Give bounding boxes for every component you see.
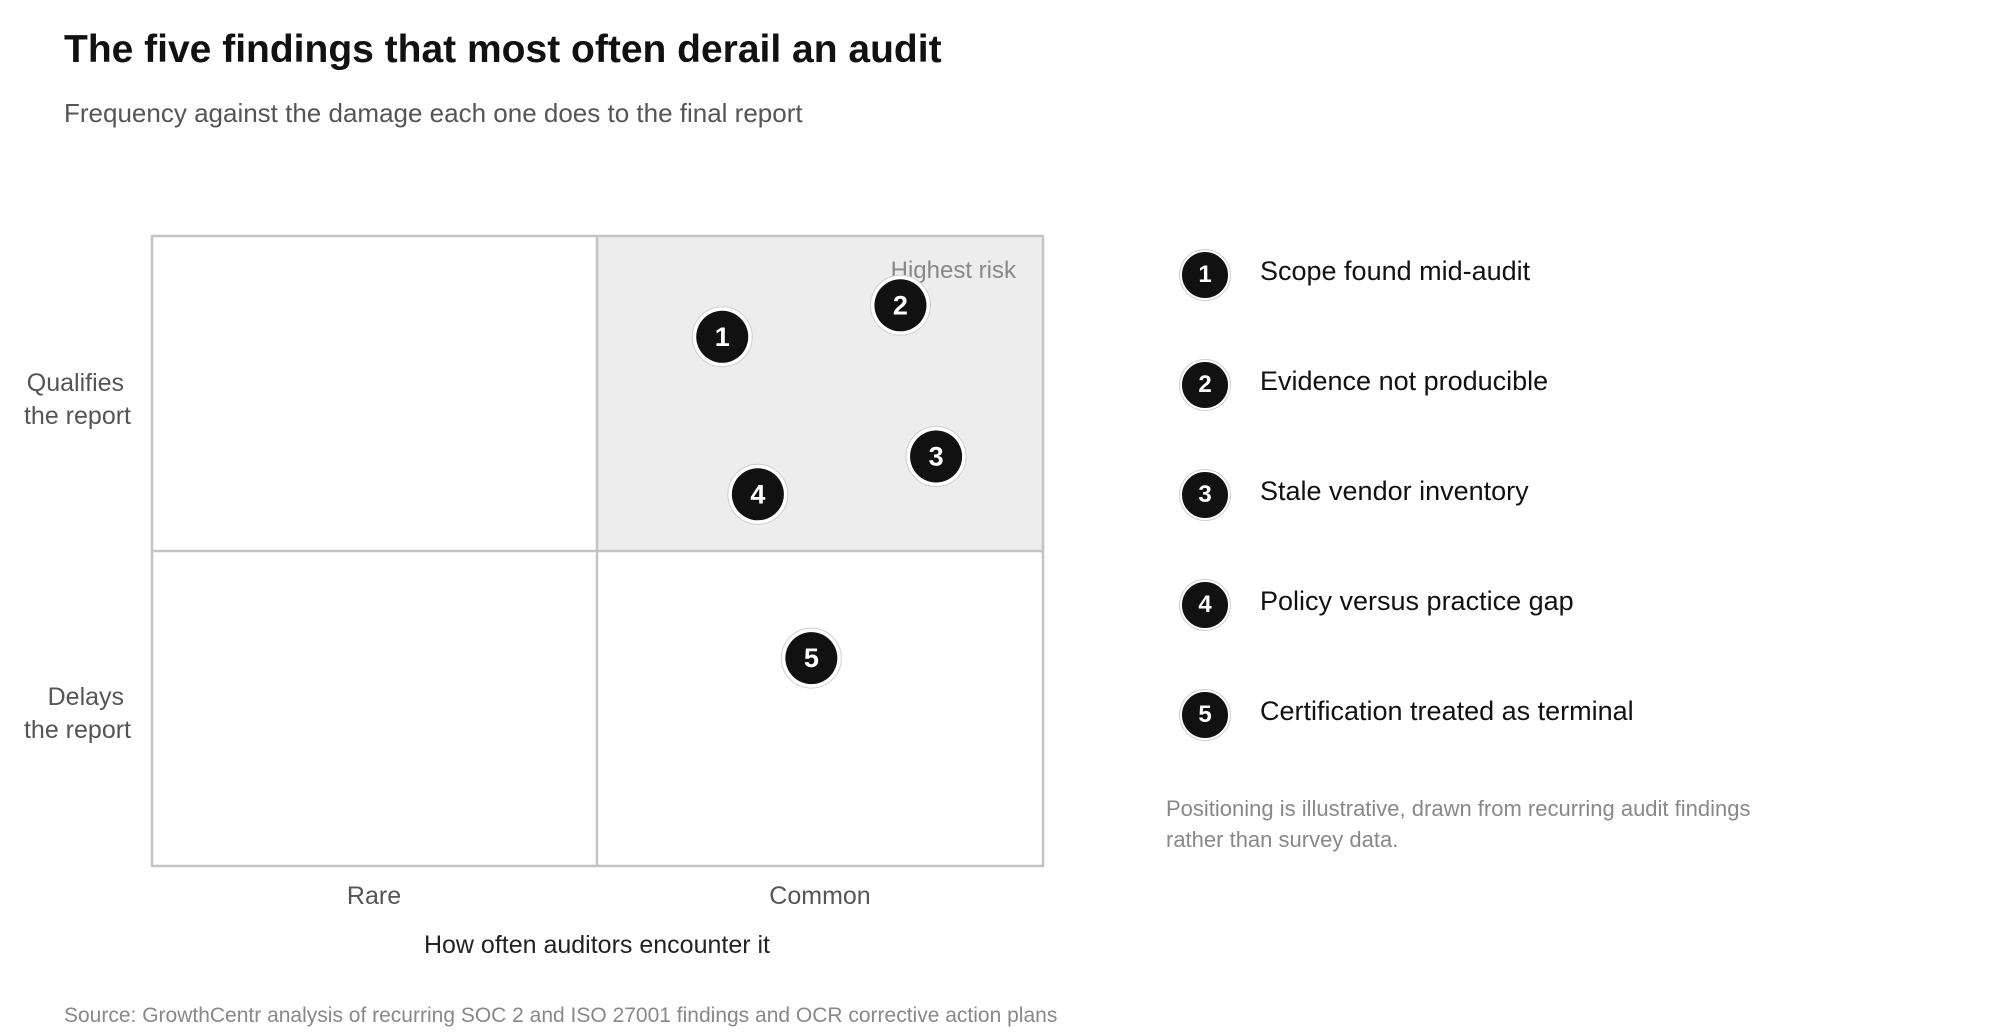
x-axis-label: How often auditors encounter it	[424, 931, 770, 959]
y-tick-line-1: Delays	[48, 683, 124, 711]
y-tick-line-2: the report	[24, 716, 131, 744]
data-point-number: 3	[929, 442, 944, 472]
y-tick-line-1: Qualifies	[27, 369, 124, 397]
source-note: Source: GrowthCentr analysis of recurrin…	[64, 1004, 1058, 1027]
chart-title: The five findings that most often derail…	[64, 28, 942, 71]
points-layer: 1 2 3 4 5	[691, 274, 967, 689]
data-point-3: 3	[905, 426, 967, 487]
legend-number-badge: 1	[1180, 250, 1230, 300]
data-point-number: 2	[893, 290, 908, 320]
legend-number-badge: 3	[1180, 470, 1230, 520]
legend-number-badge: 5	[1180, 690, 1230, 740]
legend-label: Certification treated as terminal	[1260, 696, 1634, 726]
data-point-4: 4	[727, 463, 789, 525]
y-tick-label-delays: Delays the report	[24, 683, 131, 744]
legend-item: 4 Policy versus practice gap	[1168, 576, 1788, 686]
data-point-5: 5	[780, 627, 842, 689]
data-point-marker	[731, 468, 784, 521]
y-tick-label-qualifies: Qualifies the report	[24, 369, 131, 430]
y-tick-line-2: the report	[24, 402, 131, 430]
highlight-quadrant	[597, 236, 1043, 551]
data-point-number: 4	[750, 479, 765, 509]
chart-subtitle: Frequency against the damage each one do…	[64, 98, 803, 128]
data-point-number: 1	[715, 322, 730, 352]
legend-item: 1 Scope found mid-audit	[1168, 246, 1788, 356]
legend: 1 Scope found mid-audit 2 Evidence not prod…	[1168, 246, 1788, 796]
legend-item: 3 Stale vendor inventory	[1168, 466, 1788, 576]
legend-label: Evidence not producible	[1260, 366, 1549, 396]
data-point-1: 1	[691, 306, 753, 368]
legend-label: Stale vendor inventory	[1260, 476, 1529, 506]
data-point-number: 5	[804, 643, 819, 673]
data-point-marker	[785, 632, 838, 685]
x-tick-label-rare: Rare	[347, 882, 401, 910]
quadrant-chart: Highest risk Qualifies the report Delays…	[24, 234, 1045, 959]
data-point-marker	[910, 430, 963, 483]
legend-label: Policy versus practice gap	[1260, 586, 1574, 616]
data-point-2: 2	[869, 274, 931, 336]
legend-item: 5 Certification treated as terminal	[1168, 686, 1788, 796]
footnote: Positioning is illustrative, drawn from …	[1166, 796, 1751, 852]
x-tick-label-common: Common	[769, 882, 870, 910]
data-point-marker	[696, 310, 749, 363]
legend-number-badge: 4	[1180, 580, 1230, 630]
legend-number-badge: 2	[1180, 360, 1230, 410]
data-point-marker	[874, 279, 927, 332]
legend-label: Scope found mid-audit	[1260, 256, 1531, 286]
legend-item: 2 Evidence not producible	[1168, 356, 1788, 466]
